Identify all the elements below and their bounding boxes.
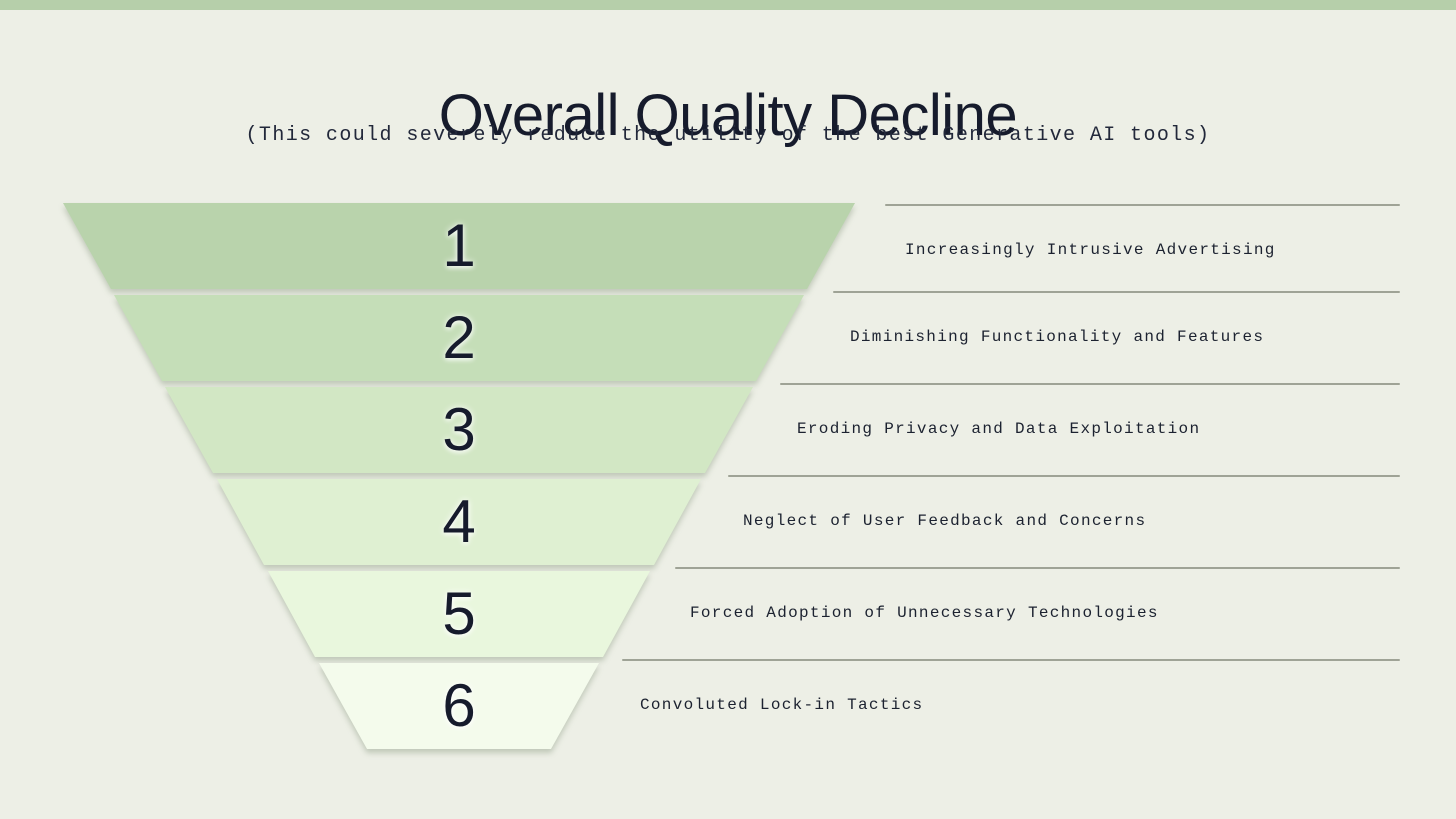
funnel-segment-5-shape: 5 bbox=[268, 571, 650, 657]
step-divider-line-5 bbox=[675, 567, 1400, 569]
funnel-segment-1-number: 1 bbox=[442, 212, 476, 279]
page-title: Overall Quality Decline bbox=[438, 82, 1018, 148]
funnel-segment-2-number: 2 bbox=[442, 304, 476, 371]
funnel-segment-6-number: 6 bbox=[442, 672, 476, 739]
step-divider-line-6 bbox=[622, 659, 1400, 661]
funnel-segment-5-number: 5 bbox=[442, 580, 476, 647]
funnel-segment-4-number: 4 bbox=[442, 488, 476, 555]
top-accent-bar bbox=[0, 0, 1456, 10]
funnel-segment-6: 6 bbox=[59, 663, 859, 749]
funnel-segment-1: 1 bbox=[59, 203, 859, 289]
step-divider-line-2 bbox=[833, 291, 1400, 293]
page-subtitle: (This could severely reduce the utility … bbox=[245, 124, 1211, 147]
step-divider-line-3 bbox=[780, 383, 1400, 385]
funnel-segment-3-shape: 3 bbox=[165, 387, 753, 473]
step-label-3: Eroding Privacy and Data Exploitation bbox=[797, 420, 1201, 438]
funnel-segment-4-shape: 4 bbox=[217, 479, 701, 565]
step-divider-line-1 bbox=[885, 204, 1400, 206]
funnel-segment-3-number: 3 bbox=[442, 396, 476, 463]
step-label-1: Increasingly Intrusive Advertising bbox=[905, 241, 1276, 259]
step-divider-line-4 bbox=[728, 475, 1400, 477]
funnel-segment-2: 2 bbox=[59, 295, 859, 381]
funnel-segment-1-shape: 1 bbox=[63, 203, 855, 289]
funnel-segment-2-shape: 2 bbox=[114, 295, 804, 381]
funnel-segment-4: 4 bbox=[59, 479, 859, 565]
step-label-6: Convoluted Lock-in Tactics bbox=[640, 696, 924, 714]
step-label-4: Neglect of User Feedback and Concerns bbox=[743, 512, 1147, 530]
step-label-5: Forced Adoption of Unnecessary Technolog… bbox=[690, 604, 1159, 622]
funnel-segment-3: 3 bbox=[59, 387, 859, 473]
funnel-diagram: 1 2 3 4 5 6 bbox=[59, 203, 859, 749]
funnel-segment-5: 5 bbox=[59, 571, 859, 657]
step-label-2: Diminishing Functionality and Features bbox=[850, 328, 1265, 346]
funnel-segment-6-shape: 6 bbox=[319, 663, 599, 749]
